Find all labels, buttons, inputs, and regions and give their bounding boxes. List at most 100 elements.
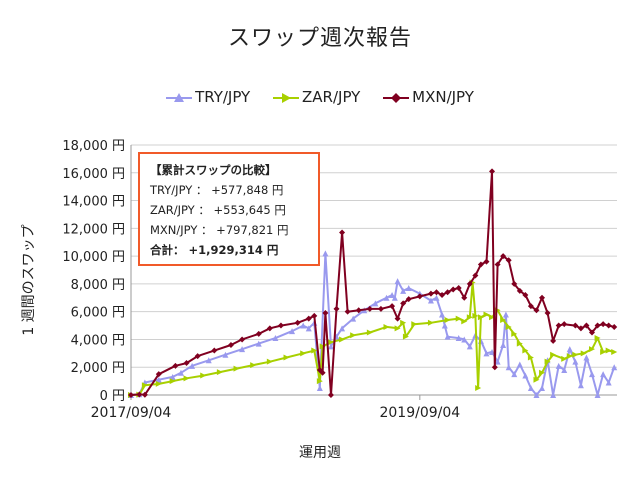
zar-jpy-point (383, 323, 390, 330)
zar-jpy-point (600, 348, 607, 355)
mxn-jpy-point (450, 286, 457, 293)
zar-jpy-point (611, 348, 618, 355)
try-jpy-point (177, 369, 184, 376)
mxn-jpy-point (255, 330, 262, 337)
try-jpy-point (322, 250, 329, 257)
try-jpy-point (511, 371, 518, 378)
mxn-jpy-point (494, 261, 501, 268)
chart-title: スワップ週次報告 (227, 26, 412, 51)
mxn-jpy-point (516, 287, 523, 294)
try-jpy-point (222, 351, 229, 358)
try-jpy-point (444, 333, 451, 340)
mxn-jpy-point (327, 392, 334, 398)
mxn-jpy-point (277, 322, 284, 329)
y-tick-label: 14,000 円 (62, 195, 125, 210)
mxn-jpy-point (466, 280, 473, 287)
try-jpy-point (605, 379, 612, 386)
mxn-jpy-point (439, 292, 446, 298)
summary-total: 合計： +1,929,314 円 (150, 243, 279, 257)
zar-jpy-point (561, 355, 568, 362)
zar-jpy-point (566, 353, 573, 360)
mxn-jpy-point (389, 303, 396, 310)
summary-header: 【累計スワップの比較】 (150, 163, 277, 177)
x-tick-label: 2017/09/04 (91, 405, 172, 421)
mxn-jpy-point (539, 294, 546, 301)
try-jpy-point (405, 285, 412, 292)
mxn-jpy-point (550, 337, 557, 344)
try-jpy-point (239, 346, 246, 353)
mxn-jpy-point (583, 322, 590, 329)
zar-jpy-point (489, 314, 496, 321)
legend-label-try: TRY/JPY (195, 88, 251, 106)
x-axis-title: 運用週 (299, 445, 341, 461)
zar-jpy-point (427, 319, 434, 326)
try-jpy-point (461, 336, 468, 343)
zar-jpy-point (455, 315, 462, 322)
zar-jpy-point (233, 365, 240, 372)
y-tick-label: 6,000 円 (71, 306, 125, 321)
try-jpy-point (394, 278, 401, 285)
mxn-jpy-point (527, 303, 534, 310)
zar-jpy-point (283, 354, 290, 361)
zar-jpy-point (339, 336, 346, 343)
right-triangle-marker-icon (273, 92, 300, 103)
mxn-jpy-point (394, 315, 401, 322)
mxn-jpy-point (605, 322, 612, 329)
try-jpy-point (489, 348, 496, 355)
mxn-jpy-point (294, 319, 301, 326)
diamond-marker-icon (383, 92, 410, 103)
try-jpy-point (400, 287, 407, 294)
try-jpy-point (505, 364, 512, 371)
mxn-jpy-point (577, 325, 584, 332)
y-tick-label: 18,000 円 (62, 139, 125, 154)
mxn-jpy-point (227, 342, 234, 348)
mxn-jpy-point (400, 300, 407, 307)
try-jpy-point (316, 385, 323, 392)
zar-jpy-point (522, 347, 529, 354)
try-jpy-point (611, 364, 618, 371)
mxn-jpy-point (339, 229, 346, 236)
zar-jpy-point (141, 382, 148, 389)
summary-zar: ZAR/JPY ： +553,645 円 (150, 203, 286, 217)
mxn-jpy-point (355, 307, 362, 314)
zar-jpy-point (266, 358, 273, 365)
zar-jpy-point (444, 317, 451, 323)
y-tick-label: 4,000 円 (71, 333, 125, 348)
mxn-jpy-point (561, 321, 568, 328)
try-jpy-point (466, 343, 473, 350)
mxn-jpy-point (572, 322, 579, 329)
try-jpy-point (169, 373, 176, 380)
zar-jpy-point (250, 362, 257, 369)
mxn-jpy-point (491, 364, 498, 371)
zar-jpy-point (550, 351, 557, 358)
zar-jpy-point (169, 378, 176, 385)
try-jpy-point (339, 325, 346, 332)
zar-jpy-point (544, 358, 551, 365)
mxn-jpy-point (433, 289, 440, 296)
zar-jpy-point (505, 323, 512, 330)
mxn-jpy-point (333, 305, 340, 312)
mxn-jpy-point (128, 392, 134, 398)
cumulative-summary-box: 【累計スワップの比較】 TRY/JPY ： +577,848 円 ZAR/JPY… (138, 152, 320, 266)
mxn-jpy-point (589, 329, 596, 336)
mxn-jpy-point (505, 257, 512, 264)
y-axis-title: 1 週間のスワップ (21, 224, 37, 336)
try-jpy-point (500, 342, 507, 348)
mxn-jpy-point (483, 258, 490, 265)
mxn-jpy-point (522, 292, 529, 298)
try-jpy-point (494, 358, 501, 365)
try-jpy-point (527, 385, 534, 392)
zar-jpy-point (483, 311, 490, 318)
zar-jpy-point (366, 329, 373, 336)
summary-mxn: MXN/JPY ： +797,821 円 (150, 223, 289, 237)
try-jpy-point (566, 346, 573, 353)
try-jpy-point (289, 328, 296, 335)
zar-jpy-point (216, 369, 223, 376)
y-tick-label: 12,000 円 (62, 222, 125, 237)
try-jpy-point (205, 357, 212, 364)
mxn-jpy-point (477, 261, 484, 268)
zar-jpy-point (472, 312, 479, 319)
try-jpy-point (600, 371, 607, 378)
try-jpy-series-line (130, 252, 616, 396)
